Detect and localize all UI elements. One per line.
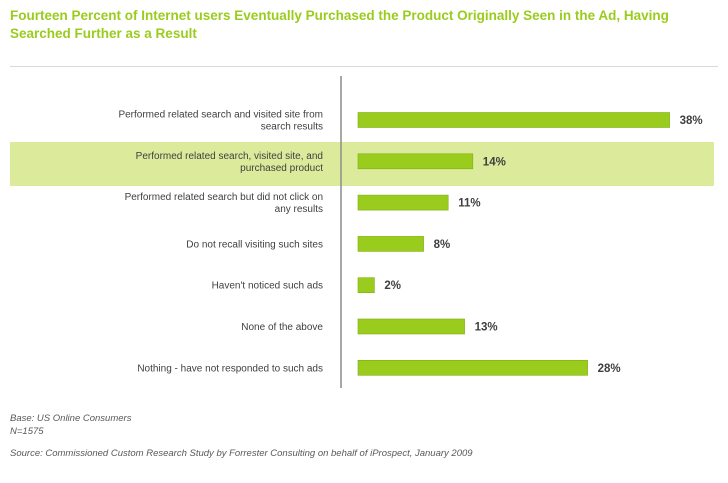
value-label: 11% [458,198,480,210]
footnote-sample-size: N=1575 [10,426,44,437]
category-label: Performed related search and visited sit… [118,110,323,133]
value-label: 14% [483,156,506,168]
category-label: Performed related search but did not cli… [125,192,323,215]
value-label: 13% [475,322,498,334]
bar [357,318,465,335]
category-label-line: Do not recall visiting such sites [186,239,323,250]
bar [357,112,670,128]
value-label: 2% [384,280,401,292]
title-divider [10,66,718,67]
category-label: Haven't noticed such ads [212,281,323,292]
footnote-base: Base: US Online Consumers [10,413,132,424]
category-label-line: Haven't noticed such ads [212,281,323,292]
category-label: Performed related search, visited site, … [136,151,324,174]
category-label: Nothing - have not responded to such ads [137,363,323,374]
value-label: 8% [434,239,451,251]
chart-title: Fourteen Percent of Internet users Event… [10,8,669,41]
category-label-line: Performed related search and visited sit… [118,110,323,121]
category-label-line: search results [261,122,323,133]
bar [357,194,449,211]
category-label-line: Performed related search but did not cli… [125,192,323,203]
category-label-line: purchased product [240,163,323,174]
category-label-line: any results [275,204,323,215]
value-label: 28% [598,363,621,375]
footnote-source: Source: Commissioned Custom Research Stu… [10,448,473,459]
category-label: None of the above [241,322,323,333]
bar [357,153,474,170]
category-label: Do not recall visiting such sites [186,239,323,250]
category-label-line: Nothing - have not responded to such ads [137,363,323,374]
category-label-line: None of the above [241,322,323,333]
bar [357,277,375,294]
category-label-line: Performed related search, visited site, … [136,151,323,162]
bar [357,359,588,376]
value-label: 38% [680,115,703,127]
bar [357,236,424,252]
